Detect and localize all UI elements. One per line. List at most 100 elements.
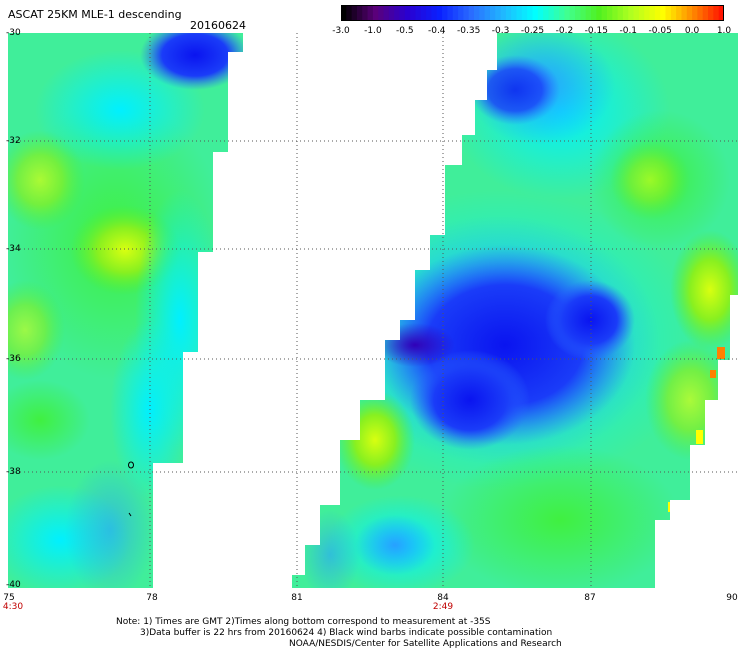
colorbar-tick-label: -3.0	[332, 26, 350, 36]
colorbar-segment	[447, 5, 454, 21]
colorbar-segment	[489, 5, 496, 21]
y-label: -40	[6, 580, 21, 590]
colorbar	[341, 5, 724, 21]
colorbar-segment	[548, 5, 555, 21]
colorbar-segment	[468, 5, 475, 21]
colorbar-segment	[644, 5, 651, 21]
colorbar-segment	[436, 5, 443, 21]
colorbar-segment	[356, 5, 363, 21]
colorbar-tick-label: 0.0	[684, 26, 700, 36]
colorbar-segment	[676, 5, 683, 21]
colorbar-segment	[686, 5, 693, 21]
y-label: -32	[6, 136, 21, 146]
map-title: ASCAT 25KM MLE-1 descending	[8, 8, 182, 21]
colorbar-segment	[638, 5, 645, 21]
colorbar-segment	[346, 5, 353, 21]
colorbar-segment	[543, 5, 550, 21]
colorbar-segment	[399, 5, 406, 21]
colorbar-segment	[341, 5, 347, 21]
x-label: 81	[291, 593, 303, 603]
colorbar-tick-label: -0.5	[396, 26, 414, 36]
colorbar-segment	[601, 5, 608, 21]
colorbar-segment	[606, 5, 613, 21]
colorbar-tick-label: -0.1	[619, 26, 638, 36]
colorbar-segment	[713, 5, 720, 21]
colorbar-tick-label: -0.2	[555, 26, 574, 36]
wind-barb-markers	[128, 461, 134, 517]
map-canvas	[8, 33, 738, 588]
colorbar-segment	[415, 5, 422, 21]
colorbar-segment	[505, 5, 512, 21]
colorbar-segment	[537, 5, 544, 21]
y-label: -34	[6, 244, 21, 254]
colorbar-segment	[372, 5, 379, 21]
colorbar-segment	[681, 5, 688, 21]
colorbar-segment	[458, 5, 464, 21]
x-label: 78	[146, 593, 158, 603]
colorbar-segment	[521, 5, 528, 21]
colorbar-segment	[516, 5, 523, 21]
y-label: -36	[6, 354, 21, 364]
colorbar-segment	[654, 5, 661, 21]
colorbar-segment	[591, 5, 597, 21]
y-label: -30	[6, 28, 21, 38]
colorbar-tick-label: -0.4	[427, 26, 446, 36]
note-line-3: NOAA/NESDIS/Center for Satellite Applica…	[289, 639, 562, 649]
swath-east	[292, 33, 738, 588]
colorbar-segment	[378, 5, 385, 21]
colorbar-segment	[569, 5, 576, 21]
colorbar-segment	[617, 5, 624, 21]
colorbar-segment	[452, 5, 459, 21]
colorbar-tick-label: -0.25	[520, 26, 545, 36]
time-label: 2:49	[432, 602, 454, 612]
colorbar-segment	[463, 5, 470, 21]
x-label: 84	[437, 593, 449, 603]
colorbar-segment	[718, 5, 724, 21]
x-label: 75	[3, 593, 15, 603]
x-label: 90	[726, 593, 738, 603]
colorbar-segment	[410, 5, 417, 21]
colorbar-segment	[564, 5, 571, 21]
colorbar-segment	[527, 5, 534, 21]
colorbar-segment	[697, 5, 704, 21]
colorbar-segment	[362, 5, 369, 21]
colorbar-segment	[670, 5, 677, 21]
colorbar-segment	[649, 5, 656, 21]
colorbar-segment	[394, 5, 401, 21]
colorbar-tick-label: -1.0	[364, 26, 382, 36]
colorbar-segment	[442, 5, 448, 21]
colorbar-segment	[628, 5, 635, 21]
colorbar-segment	[495, 5, 502, 21]
colorbar-tick-label: 1.0	[716, 26, 732, 36]
colorbar-segment	[388, 5, 395, 21]
colorbar-segment	[500, 5, 507, 21]
colorbar-frame	[341, 5, 724, 21]
colorbar-segment	[351, 5, 358, 21]
colorbar-segment	[660, 5, 667, 21]
colorbar-segment	[383, 5, 390, 21]
colorbar-segment	[575, 5, 581, 21]
colorbar-segment	[665, 5, 672, 21]
colorbar-segment	[431, 5, 438, 21]
colorbar-segment	[708, 5, 714, 21]
colorbar-segment	[692, 5, 698, 21]
time-label: 4:30	[2, 602, 24, 612]
colorbar-segment	[596, 5, 603, 21]
colorbar-tick-label: -0.15	[584, 26, 608, 36]
colorbar-segment	[633, 5, 640, 21]
x-label: 87	[584, 593, 596, 603]
colorbar-segment	[532, 5, 539, 21]
colorbar-segment	[511, 5, 518, 21]
colorbar-segment	[367, 5, 374, 21]
map-date: 20160624	[190, 19, 246, 32]
colorbar-segment	[479, 5, 486, 21]
colorbar-segment	[559, 5, 566, 21]
colorbar-segment	[580, 5, 587, 21]
colorbar-segment	[585, 5, 592, 21]
colorbar-segment	[553, 5, 560, 21]
note-line-2: 3)Data buffer is 22 hrs from 20160624 4)…	[140, 628, 553, 638]
colorbar-segment	[404, 5, 411, 21]
colorbar-tick-label: -0.35	[457, 26, 481, 36]
colorbar-segment	[484, 5, 491, 21]
grid-lines	[8, 33, 738, 588]
